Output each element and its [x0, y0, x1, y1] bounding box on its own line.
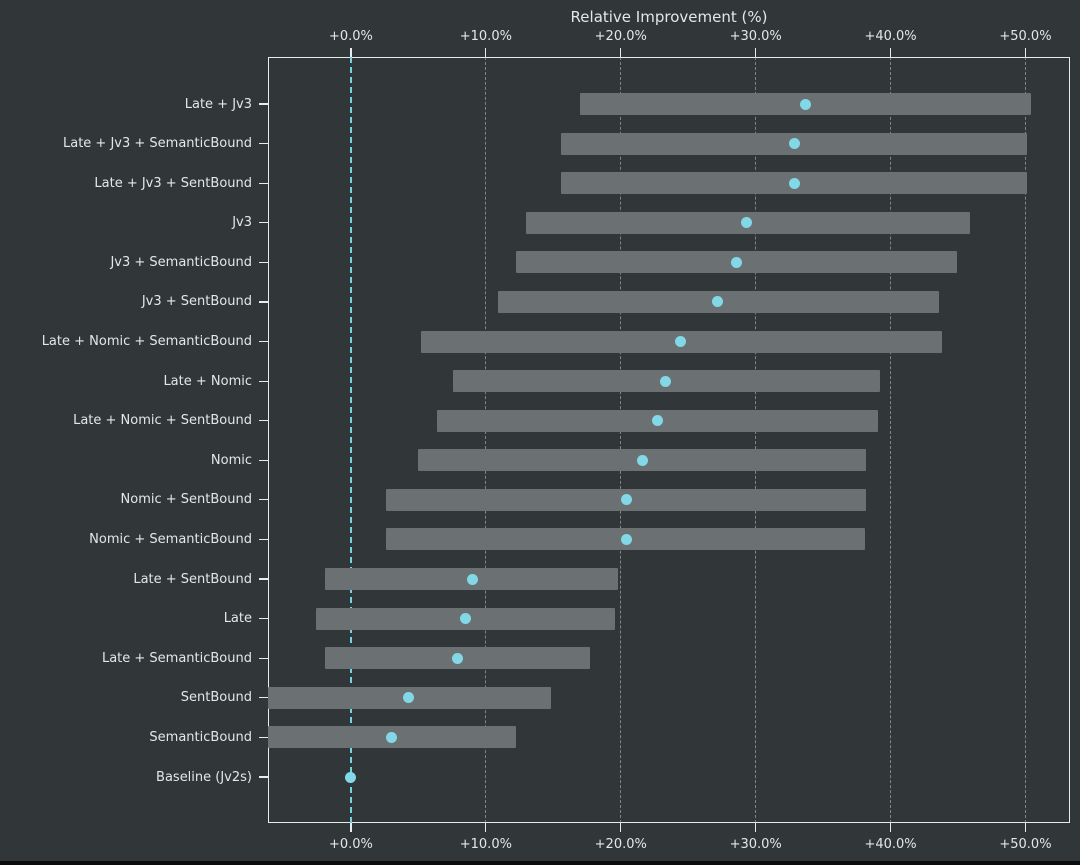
x-tick-mark-top	[1024, 48, 1027, 57]
y-tick-mark	[259, 776, 268, 778]
point-marker	[620, 494, 632, 506]
point-marker	[403, 692, 415, 704]
y-tick-mark	[259, 736, 268, 739]
y-tick-mark	[259, 499, 268, 501]
y-tick-mark	[259, 697, 268, 699]
y-tick-mark	[259, 618, 268, 620]
y-tick-mark	[259, 103, 268, 105]
x-tick-mark-top	[889, 48, 892, 57]
y-tick-mark	[259, 538, 268, 541]
y-axis-category-label: Nomic	[210, 452, 252, 468]
point-marker	[659, 375, 671, 387]
plot-area	[268, 57, 1070, 823]
point-marker	[345, 771, 357, 783]
y-axis-category-label: Late + Nomic	[163, 373, 252, 389]
x-tick-mark-bottom	[485, 823, 487, 832]
point-marker	[712, 296, 724, 308]
x-tick-mark-bottom	[1024, 823, 1027, 832]
y-axis-category-label: SentBound	[180, 690, 252, 706]
point-marker	[800, 98, 812, 110]
gridline	[1024, 57, 1026, 823]
x-tick-mark-top	[755, 48, 757, 57]
x-tick-label-top: +30.0%	[729, 29, 782, 44]
y-axis-category-label: Nomic + SemanticBound	[89, 531, 252, 547]
chart-title: Relative Improvement (%)	[570, 8, 768, 26]
x-tick-label-top: +0.0%	[328, 29, 373, 44]
y-tick-mark	[259, 182, 268, 184]
point-marker	[651, 415, 663, 427]
window-bottom-edge	[0, 861, 1080, 865]
point-marker	[466, 573, 478, 585]
gridline	[755, 57, 757, 823]
y-tick-mark	[259, 142, 268, 145]
y-axis-category-label: Late + Jv3	[184, 96, 252, 112]
x-tick-label-top: +20.0%	[594, 29, 647, 44]
y-tick-mark	[259, 222, 268, 224]
x-tick-label-bottom: +20.0%	[594, 837, 647, 852]
x-tick-label-bottom: +10.0%	[459, 837, 512, 852]
y-tick-mark	[259, 657, 268, 659]
point-marker	[740, 217, 752, 229]
y-axis-category-label: Late	[223, 611, 252, 627]
x-tick-label-top: +10.0%	[459, 29, 512, 44]
y-axis-category-label: Late + Nomic + SemanticBound	[41, 334, 252, 350]
x-tick-label-top: +40.0%	[864, 29, 917, 44]
point-marker	[636, 454, 648, 466]
y-tick-mark	[259, 301, 268, 303]
x-tick-label-bottom: +0.0%	[328, 837, 373, 852]
point-marker	[789, 177, 801, 189]
point-marker	[385, 731, 397, 743]
y-axis-category-label: SemanticBound	[149, 729, 252, 745]
x-tick-mark-bottom	[889, 823, 892, 832]
x-tick-label-bottom: +50.0%	[999, 837, 1052, 852]
point-marker	[460, 613, 472, 625]
y-tick-mark	[259, 459, 268, 461]
y-tick-mark	[259, 340, 268, 343]
point-marker	[789, 138, 801, 150]
x-tick-mark-top	[485, 48, 487, 57]
y-axis-category-label: Jv3 + SentBound	[141, 294, 252, 310]
y-axis-category-label: Jv3 + SemanticBound	[110, 254, 252, 270]
x-tick-label-bottom: +40.0%	[864, 837, 917, 852]
gridline	[620, 57, 622, 823]
x-tick-mark-bottom	[350, 823, 352, 832]
gridline	[890, 57, 892, 823]
y-tick-mark	[259, 420, 268, 422]
x-tick-mark-top	[350, 48, 352, 57]
zero-reference-line	[349, 57, 352, 823]
point-marker	[620, 533, 632, 545]
point-marker	[674, 336, 686, 348]
y-axis-category-label: Late + Nomic + SentBound	[73, 413, 252, 429]
y-axis-category-label: Late + SemanticBound	[101, 650, 252, 666]
y-axis-category-label: Nomic + SentBound	[120, 492, 252, 508]
y-axis-category-label: Late + Jv3 + SemanticBound	[63, 136, 252, 152]
gridline	[485, 57, 487, 823]
x-tick-mark-bottom	[755, 823, 757, 832]
point-marker	[452, 652, 464, 664]
x-tick-mark-bottom	[620, 823, 622, 832]
x-tick-mark-top	[620, 48, 622, 57]
y-axis-category-label: Late + Jv3 + SentBound	[94, 175, 252, 191]
point-marker	[731, 256, 743, 268]
x-tick-label-bottom: +30.0%	[729, 837, 782, 852]
y-tick-mark	[259, 380, 268, 382]
x-tick-label-top: +50.0%	[999, 29, 1052, 44]
y-tick-mark	[259, 261, 268, 263]
y-axis-category-label: Baseline (Jv2s)	[156, 769, 252, 785]
y-tick-mark	[259, 578, 268, 580]
y-axis-category-label: Jv3	[232, 215, 252, 231]
y-axis-category-label: Late + SentBound	[133, 571, 252, 587]
